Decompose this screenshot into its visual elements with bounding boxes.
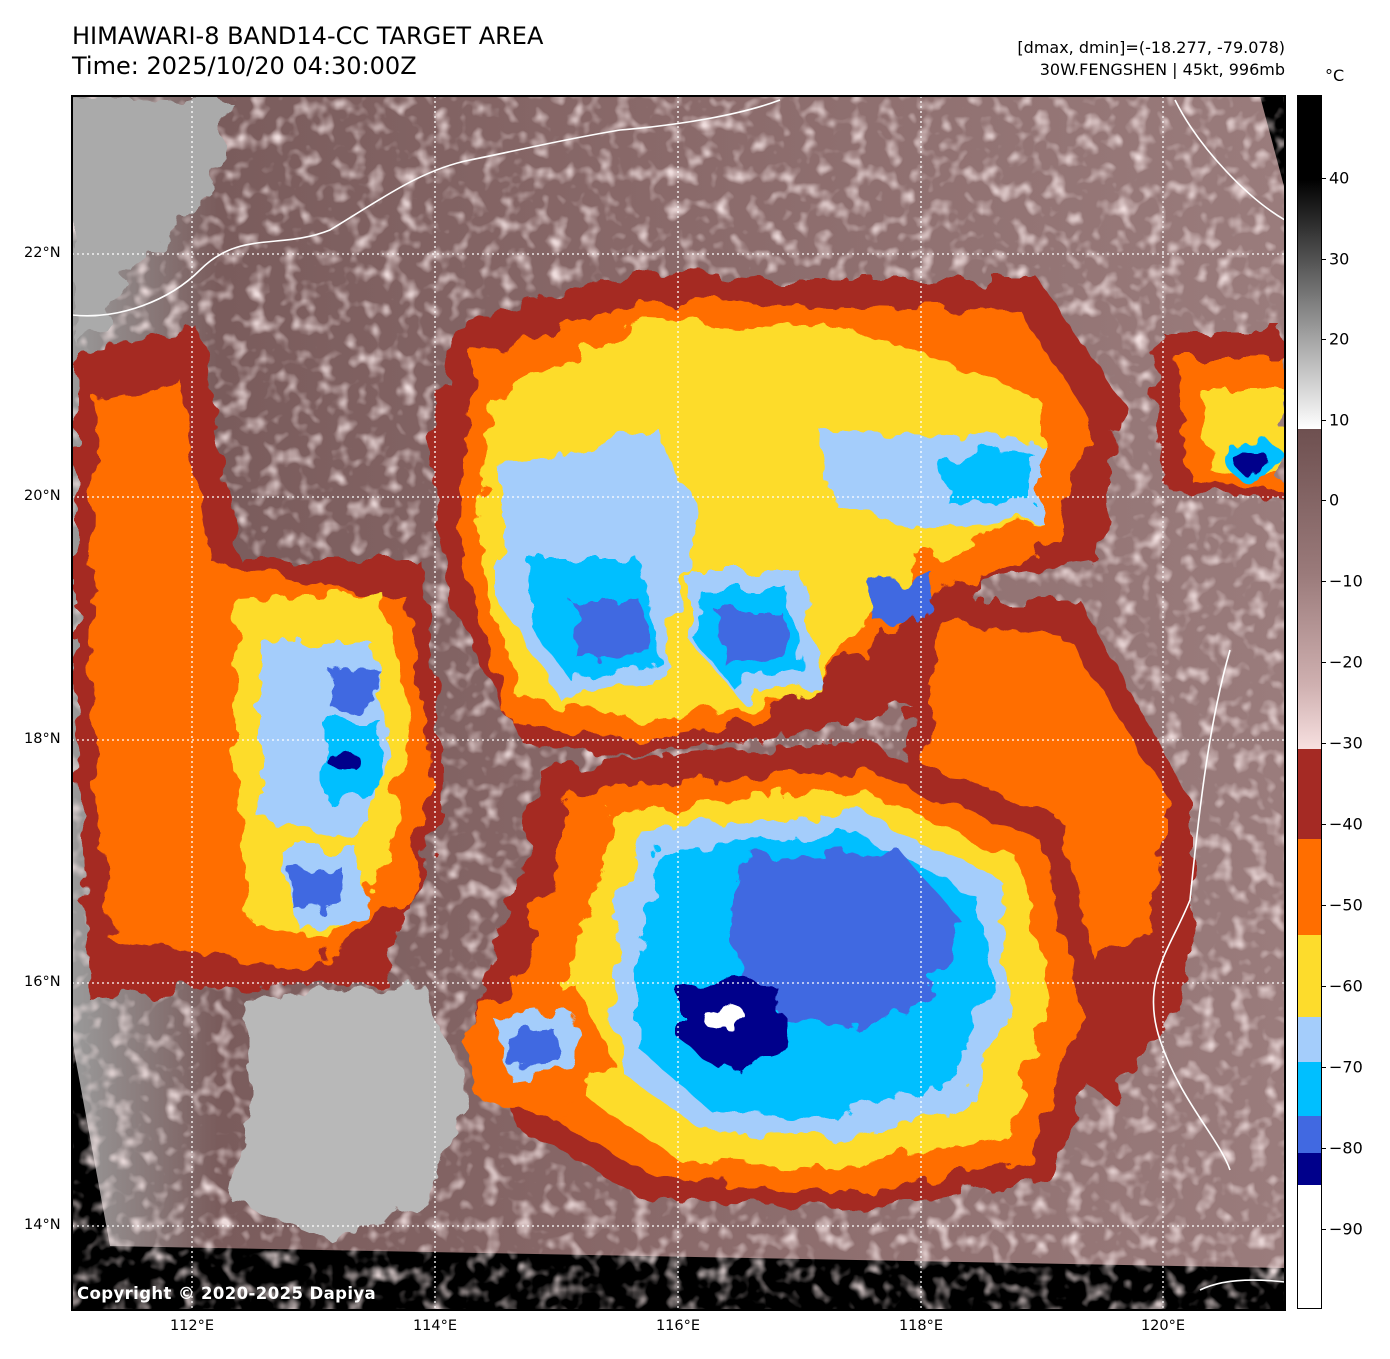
colorbar-tick-mark: [1321, 420, 1326, 421]
colorbar-gray-segment: [1298, 96, 1321, 429]
colorbar-tick-neg30: −30: [1329, 733, 1363, 753]
colorbar-tick-mark: [1321, 824, 1326, 825]
colorbar-tick-20: 20: [1329, 329, 1350, 349]
colorbar-tick-neg90: −90: [1329, 1219, 1363, 1239]
lat-label-18n: 18°N: [24, 731, 61, 747]
colorbar-tick-mark: [1321, 1148, 1326, 1149]
lon-label-112e: 112°E: [169, 1318, 215, 1334]
colorbar-red-segment: [1298, 749, 1321, 839]
colorbar-tick-neg70: −70: [1329, 1057, 1363, 1077]
colorbar-tick-neg40: −40: [1329, 814, 1363, 834]
lat-label-20n: 20°N: [24, 488, 61, 504]
storm-info: 30W.FENGSHEN | 45kt, 996mb: [1039, 60, 1285, 79]
colorbar-skyblue-segment: [1298, 1062, 1321, 1116]
colorbar-tick-mark: [1321, 1229, 1326, 1230]
colorbar-tick-mark: [1321, 259, 1326, 260]
lon-label-118e: 118°E: [898, 1318, 944, 1334]
colorbar-tick-mark: [1321, 178, 1326, 179]
title-line-2: Time: 2025/10/20 04:30:00Z: [72, 52, 417, 80]
colorbar-tick-mark: [1321, 1067, 1326, 1068]
colorbar-tick-mark: [1321, 905, 1326, 906]
colorbar-lightblue-segment: [1298, 1017, 1321, 1062]
colorbar-tick-neg50: −50: [1329, 895, 1363, 915]
coastlines: [72, 99, 1285, 1291]
graticule: [72, 96, 1285, 1310]
copyright-text: Copyright © 2020-2025 Dapiya: [77, 1284, 377, 1303]
clear-sky-southwest: [230, 980, 470, 1240]
colorbar-orange-segment: [1298, 839, 1321, 935]
lon-label-116e: 116°E: [655, 1318, 701, 1334]
colorbar-tick-30: 30: [1329, 249, 1350, 269]
overshooting-top: [700, 1001, 744, 1029]
temperature-range-info: [dmax, dmin]=(-18.277, -79.078): [1017, 38, 1285, 57]
lat-label-16n: 16°N: [24, 974, 61, 990]
colorbar-yellow-segment: [1298, 935, 1321, 1017]
lat-label-22n: 22°N: [24, 245, 61, 261]
colorbar-navy-segment: [1298, 1153, 1321, 1185]
colorbar-tick-10: 10: [1329, 410, 1350, 430]
lon-label-114e: 114°E: [412, 1318, 458, 1334]
colorbar-tick-mark: [1321, 339, 1326, 340]
colorbar-mauve-segment: [1298, 429, 1321, 749]
eastern-anvil-core: [920, 620, 1170, 980]
colorbar-tick-mark: [1321, 743, 1326, 744]
colorbar-tick-40: 40: [1329, 168, 1350, 188]
colorbar-tick-0: 0: [1329, 490, 1340, 510]
colorbar-tick-mark: [1321, 581, 1326, 582]
clear-sky-northwest: [72, 100, 230, 340]
lat-label-14n: 14°N: [24, 1217, 61, 1233]
colorbar-tick-neg80: −80: [1329, 1138, 1363, 1158]
colorbar: [1297, 95, 1322, 1309]
colorbar-tick-mark: [1321, 662, 1326, 663]
map-frame: [71, 95, 1286, 1311]
colorbar-tick-neg10: −10: [1329, 571, 1363, 591]
colorbar-tick-mark: [1321, 500, 1326, 501]
lon-label-120e: 120°E: [1140, 1318, 1186, 1334]
title-line-1: HIMAWARI-8 BAND14-CC TARGET AREA: [72, 22, 544, 50]
colorbar-tick-neg60: −60: [1329, 976, 1363, 996]
colorbar-white-segment: [1298, 1185, 1321, 1308]
central-dense-overcast: [470, 740, 1110, 1210]
colorbar-royalblue-segment: [1298, 1116, 1321, 1153]
colorbar-unit: °C: [1325, 66, 1345, 85]
colorbar-tick-neg20: −20: [1329, 652, 1363, 672]
colorbar-tick-mark: [1321, 986, 1326, 987]
